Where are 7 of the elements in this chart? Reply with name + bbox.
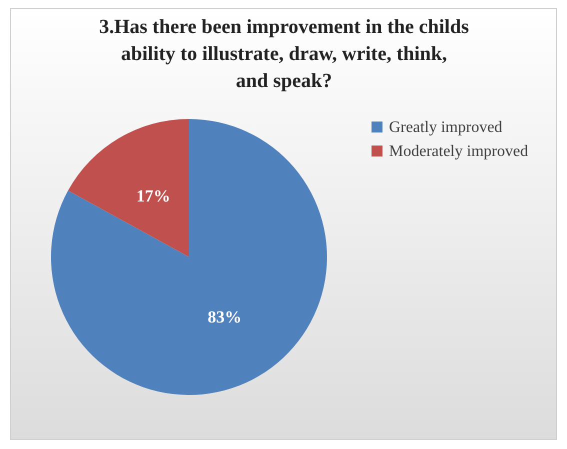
data-label: 83% <box>208 307 242 326</box>
legend-label: Greatly improved <box>389 119 502 136</box>
legend-label: Moderately improved <box>389 143 528 160</box>
pie-slice <box>51 119 327 395</box>
pie-slice <box>68 119 189 257</box>
data-label: 17% <box>136 186 170 206</box>
chart-title: 3.Has there been improvement in the childs ability to illustrate, draw, write, think, and speak? <box>99 16 470 92</box>
